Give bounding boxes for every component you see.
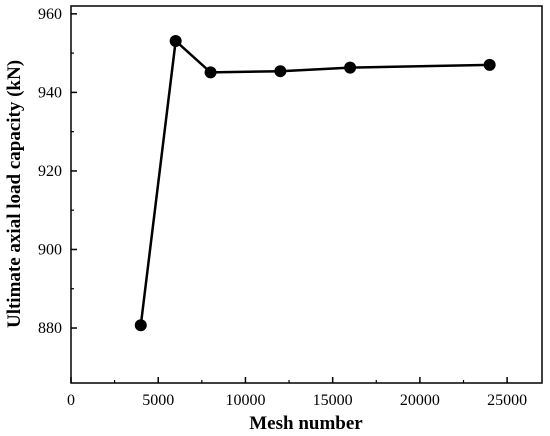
data-point	[483, 58, 496, 71]
data-point	[344, 61, 357, 74]
x-tick-label: 0	[67, 392, 75, 409]
y-tick-label: 900	[38, 241, 62, 258]
y-tick-label: 940	[38, 84, 62, 101]
data-series	[134, 34, 496, 332]
y-axis-ticks: 880 900 920 940 960	[38, 6, 77, 337]
data-point	[134, 319, 147, 332]
plot-frame	[70, 5, 543, 384]
y-tick-label: 880	[38, 320, 62, 337]
series-line	[139, 39, 490, 326]
y-tick-label: 920	[38, 163, 62, 180]
x-tick-label: 15000	[313, 392, 353, 409]
y-axis-label: Ultimate axial load capacity (kN)	[4, 60, 25, 328]
x-axis-ticks: 0 5000 10000 15000 20000 25000	[67, 377, 527, 409]
y-tick-label: 960	[38, 6, 62, 23]
x-tick-label: 25000	[487, 392, 527, 409]
x-tick-label: 20000	[400, 392, 440, 409]
data-point	[204, 66, 217, 79]
data-point	[274, 65, 287, 78]
x-axis-label: Mesh number	[249, 413, 363, 434]
x-tick-label: 5000	[142, 392, 174, 409]
data-point	[169, 34, 182, 47]
x-tick-label: 10000	[225, 392, 265, 409]
